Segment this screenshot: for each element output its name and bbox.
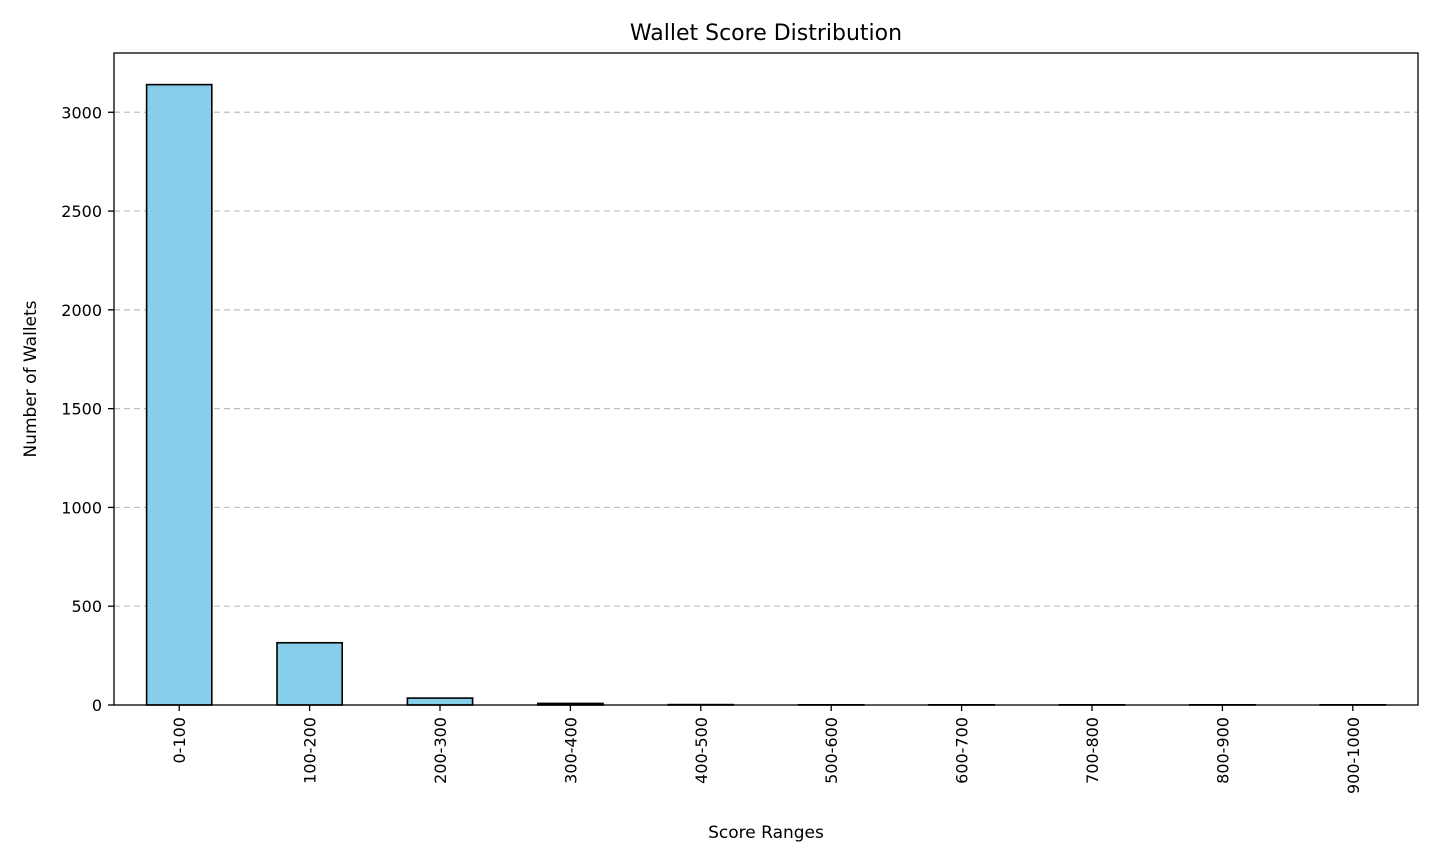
y-tick-label: 500 [71,597,102,616]
y-tick-label: 1500 [61,400,102,419]
x-tick-label: 0-100 [170,717,189,764]
x-tick-label: 200-300 [431,717,450,784]
gridlines [114,111,1418,607]
x-tick-label: 500-600 [822,717,841,784]
y-tick-label: 3000 [61,103,102,122]
x-tick-label: 700-800 [1083,717,1102,784]
x-tick-label: 900-1000 [1344,717,1363,794]
y-tick-label: 1000 [61,498,102,517]
y-tick-label: 0 [92,696,102,715]
plot-frame [113,52,1419,706]
x-axis-label: Score Ranges [708,823,824,843]
x-tick-label: 600-700 [953,717,972,784]
y-axis-label: Number of Wallets [21,300,41,457]
bar [145,83,213,706]
x-tick-label: 800-900 [1213,717,1232,784]
y-tick-label: 2500 [61,202,102,221]
x-tick-label: 100-200 [301,717,320,784]
bar [406,697,474,706]
bars [145,83,1387,706]
chart-title: Wallet Score Distribution [630,21,902,46]
bar [276,641,343,706]
x-axis: 0-100 100-200 200-300 300-400 400-500 500-600… [170,705,1363,794]
y-tick-label: 2000 [61,301,102,320]
x-tick-label: 400-500 [692,717,711,784]
x-tick-label: 300-400 [561,717,580,784]
y-axis: 0 500 1000 1500 2000 2500 3000 [61,103,114,715]
